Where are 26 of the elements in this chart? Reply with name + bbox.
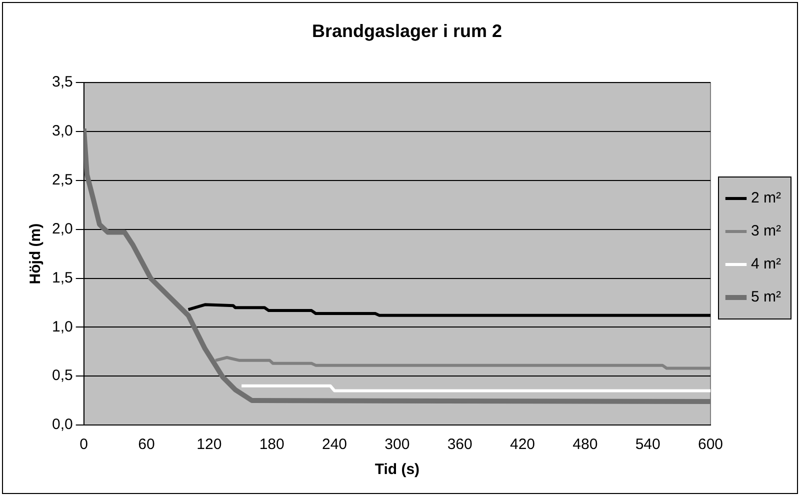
- x-tick-label: 0: [80, 436, 88, 454]
- x-tick-label: 300: [384, 436, 410, 454]
- x-tick-label: 540: [635, 436, 660, 454]
- x-tick-label: 360: [447, 436, 472, 454]
- x-tick-label: 120: [196, 436, 222, 454]
- y-tick-label: 1,0: [52, 318, 73, 336]
- y-tick-label: 0,0: [52, 416, 73, 434]
- legend-label: 4 m²: [751, 256, 782, 273]
- y-tick-label: 2,0: [52, 220, 73, 238]
- legend-label: 5 m²: [751, 288, 782, 306]
- y-tick-label: 2,5: [52, 172, 73, 189]
- x-axis-title: Tid (s): [374, 461, 420, 478]
- x-tick-label: 60: [138, 436, 155, 454]
- y-axis-title: Höjd (m): [27, 223, 44, 284]
- x-tick-label: 600: [698, 436, 724, 454]
- x-tick-label: 180: [259, 436, 284, 454]
- y-tick-label: 1,5: [52, 269, 73, 286]
- y-tick-label: 3,0: [52, 122, 73, 140]
- y-tick-label: 0,5: [52, 367, 73, 384]
- chart-title: Brandgaslager i rum 2: [312, 20, 502, 41]
- x-tick-label: 240: [322, 436, 348, 454]
- y-tick-label: 3,5: [52, 74, 73, 91]
- legend-label: 3 m²: [751, 222, 782, 240]
- x-tick-label: 420: [510, 436, 536, 454]
- legend-label: 2 m²: [751, 190, 782, 207]
- x-tick-label: 480: [572, 436, 598, 454]
